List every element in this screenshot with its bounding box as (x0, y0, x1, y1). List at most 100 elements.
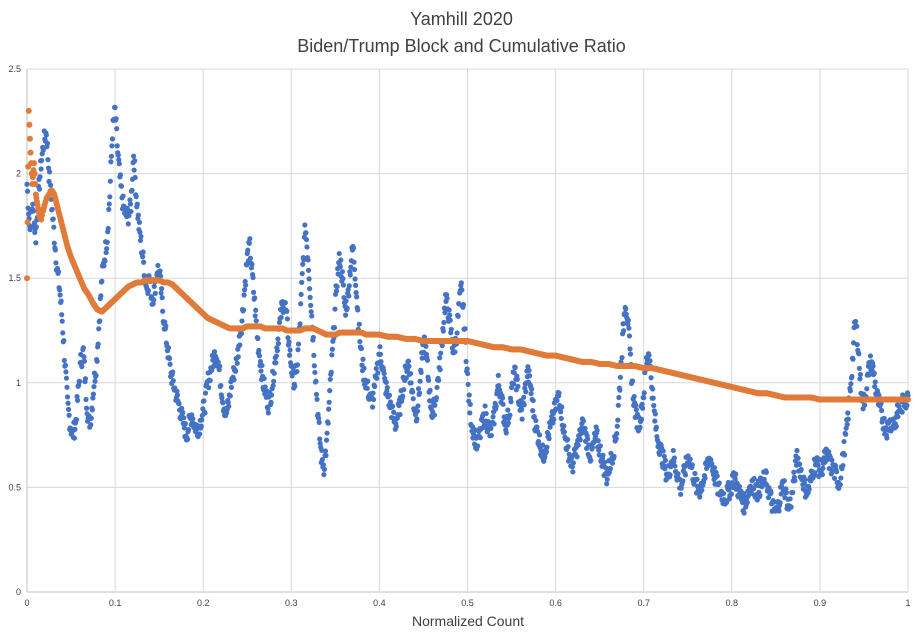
block-ratio-point (609, 460, 616, 466)
block-ratio-point (237, 342, 243, 348)
block-ratio-point (619, 355, 625, 361)
block-ratio-point (145, 288, 151, 294)
block-ratio-point (207, 377, 213, 384)
block-ratio-point (101, 263, 107, 269)
block-ratio-point (802, 476, 808, 483)
block-ratio-point (270, 383, 276, 389)
block-ratio-point (112, 104, 118, 111)
block-ratio-point (51, 224, 57, 230)
block-ratio-point (465, 381, 471, 388)
cumulative-ratio-point (24, 219, 31, 226)
block-ratio-point (256, 347, 262, 353)
block-ratio-point (633, 407, 639, 413)
block-ratio-point (107, 178, 113, 184)
block-ratio-point (239, 318, 245, 324)
block-ratio-point (374, 375, 380, 381)
block-ratio-point (33, 224, 39, 230)
block-ratio-point (432, 402, 438, 408)
block-ratio-point (716, 480, 722, 486)
block-ratio-point (308, 309, 314, 315)
block-ratio-point (274, 348, 280, 354)
block-ratio-point (179, 405, 185, 411)
block-ratio-point (652, 411, 658, 417)
x-tick-label: 0.1 (109, 598, 122, 608)
block-ratio-point (326, 406, 332, 412)
block-ratio-point (329, 346, 335, 352)
block-ratio-point (627, 351, 634, 357)
block-ratio-point (564, 436, 571, 443)
block-ratio-point (488, 432, 495, 439)
block-ratio-point (202, 410, 208, 416)
block-ratio-point (109, 136, 116, 142)
block-ratio-point (247, 255, 254, 261)
block-ratio-point (181, 425, 187, 431)
block-ratio-point (37, 174, 43, 180)
block-ratio-point (170, 378, 176, 384)
block-ratio-point (561, 423, 567, 429)
block-ratio-point (181, 415, 187, 421)
block-ratio-point (57, 292, 63, 298)
block-ratio-point (708, 457, 714, 463)
block-ratio-point (137, 237, 144, 244)
block-ratio-point (247, 236, 253, 242)
block-ratio-point (252, 313, 258, 319)
block-ratio-point (672, 463, 678, 469)
block-ratio-point (134, 201, 140, 207)
block-ratio-point (97, 318, 103, 324)
cumulative-ratio-point (25, 107, 32, 114)
block-ratio-point (702, 475, 708, 481)
x-axis-title: Normalized Count (412, 613, 524, 629)
block-ratio-point (285, 335, 291, 341)
block-ratio-point (454, 330, 460, 336)
block-ratio-point (88, 415, 94, 421)
block-ratio-point (176, 401, 182, 407)
block-ratio-point (140, 249, 146, 255)
x-tick-label: 0.8 (726, 598, 739, 608)
block-ratio-point (106, 201, 112, 207)
block-ratio-point (326, 399, 332, 405)
block-ratio-point (699, 487, 705, 493)
block-ratio-point (354, 294, 360, 300)
block-ratio-point (768, 490, 774, 496)
block-ratio-point (640, 405, 646, 411)
block-ratio-point (303, 236, 310, 243)
block-ratio-point (853, 318, 859, 325)
block-ratio-point (423, 343, 429, 349)
block-ratio-point (351, 266, 358, 273)
block-ratio-point (300, 261, 306, 267)
block-ratio-point (129, 187, 135, 193)
block-ratio-point (408, 380, 414, 386)
block-ratio-point (414, 416, 420, 422)
block-ratio-point (257, 358, 264, 365)
block-ratio-point (268, 392, 275, 398)
block-ratio-point (621, 328, 627, 334)
block-ratio-point (594, 427, 600, 433)
block-ratio-point (791, 469, 797, 475)
block-ratio-point (515, 383, 521, 389)
block-ratio-point (377, 351, 384, 357)
block-ratio-point (38, 166, 44, 172)
block-ratio-point (165, 345, 172, 351)
block-ratio-point (872, 379, 878, 385)
block-ratio-point (346, 283, 352, 289)
block-ratio-point (323, 452, 329, 459)
block-ratio-point (64, 394, 71, 400)
block-ratio-point (812, 470, 818, 476)
block-ratio-point (414, 408, 421, 414)
block-ratio-point (325, 420, 331, 426)
block-ratio-point (312, 369, 318, 376)
y-tick-label: 2 (16, 169, 21, 179)
block-ratio-point (323, 437, 330, 443)
block-ratio-point (535, 438, 542, 445)
block-ratio-point (115, 152, 121, 158)
block-ratio-point (201, 398, 207, 404)
block-ratio-point (410, 396, 416, 402)
block-ratio-point (378, 359, 384, 365)
block-ratio-point (244, 262, 250, 268)
x-tick-label: 0.6 (549, 598, 562, 608)
block-ratio-point (174, 392, 181, 398)
block-ratio-point (299, 270, 305, 277)
block-ratio-point (321, 466, 328, 472)
block-ratio-point (626, 325, 632, 331)
block-ratio-point (554, 397, 560, 404)
